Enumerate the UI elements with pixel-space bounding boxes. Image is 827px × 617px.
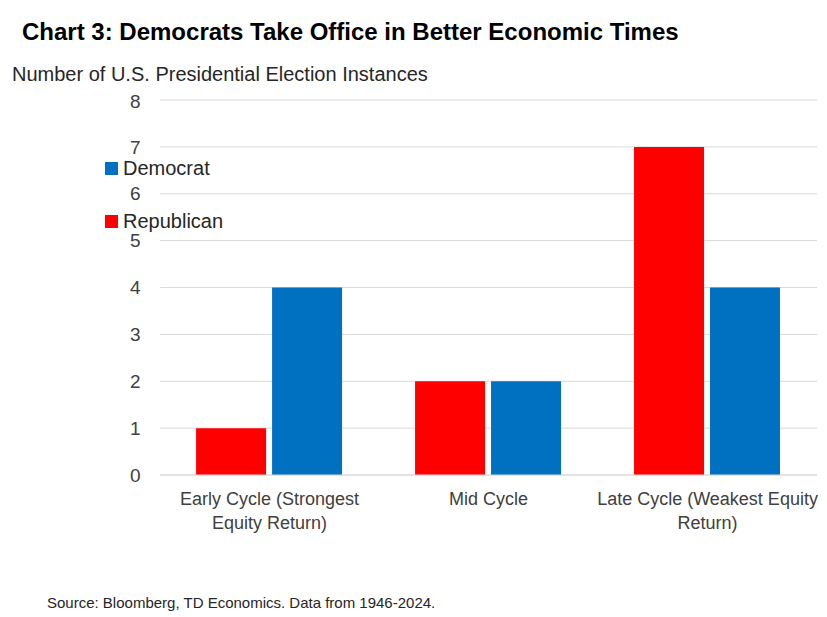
html-text:Source: Bloomberg, TD Economic: Source: Bloomberg, TD Economics. Data fr… bbox=[47, 594, 436, 611]
svg-text:5: 5 bbox=[130, 230, 141, 251]
svg-text:0: 0 bbox=[130, 465, 141, 486]
svg-text:8: 8 bbox=[130, 91, 141, 112]
svg-text:Early Cycle (Strongest: Early Cycle (Strongest bbox=[180, 489, 359, 509]
svg-text:1: 1 bbox=[130, 418, 141, 439]
html-text:Democrat: Democrat bbox=[123, 156, 210, 179]
svg-text:Mid Cycle: Mid Cycle bbox=[449, 489, 528, 509]
svg-text:7: 7 bbox=[130, 137, 141, 158]
svg-text:2: 2 bbox=[130, 371, 141, 392]
svg-text:Return): Return) bbox=[677, 513, 737, 533]
svg-text:Equity Return): Equity Return) bbox=[212, 513, 327, 533]
svg-text:3: 3 bbox=[130, 324, 141, 345]
html-text:Chart 3: Democrats Take Office: Chart 3: Democrats Take Office in Better… bbox=[22, 18, 679, 45]
svg-text:4: 4 bbox=[130, 277, 141, 298]
html-text:Number of U.S. Presidential El: Number of U.S. Presidential Election Ins… bbox=[12, 63, 428, 85]
svg-text:Late Cycle (Weakest Equity: Late Cycle (Weakest Equity bbox=[597, 489, 818, 509]
html-text:Republican: Republican bbox=[123, 209, 224, 232]
svg-text:6: 6 bbox=[130, 183, 141, 204]
